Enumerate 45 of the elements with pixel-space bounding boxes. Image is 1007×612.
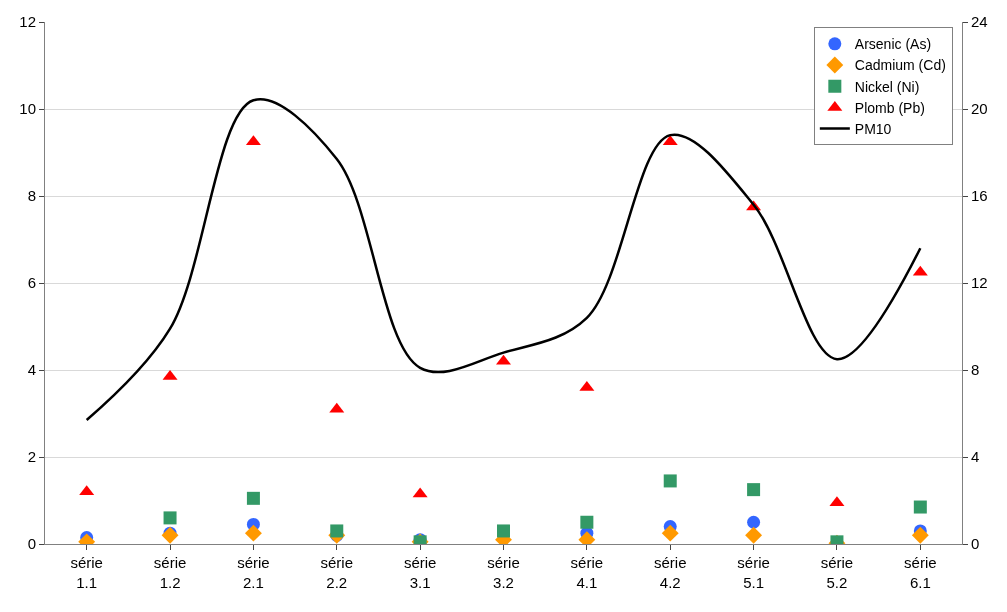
point	[911, 526, 929, 544]
point	[913, 500, 927, 514]
y-tick-label: 4	[27, 361, 36, 379]
line-series	[85, 98, 922, 422]
y2-tick-label: 20	[971, 100, 988, 118]
point	[244, 524, 262, 542]
y-tick-label: 8	[27, 187, 36, 205]
y-tick-label: 12	[19, 13, 36, 31]
x-tick-label: série 3.1	[403, 554, 437, 591]
x-tick-label: série 2.1	[237, 554, 270, 591]
y-tick-label: 2	[27, 448, 36, 466]
x-tick-label: série 3.2	[487, 554, 520, 591]
x-tick-label: série 4.1	[570, 554, 604, 591]
y2-tick-label: 12	[971, 274, 988, 292]
legend-label: Plomb (Pb)	[854, 99, 925, 116]
x-tick-label: série 6.1	[904, 554, 937, 591]
point	[497, 524, 510, 538]
x-tick-label: série 1.2	[153, 554, 187, 591]
legend-label: Nickel (Ni)	[854, 78, 920, 95]
y2-tick-label: 24	[971, 13, 988, 31]
legend-label: Cadmium (Cd)	[854, 57, 946, 74]
point	[745, 526, 763, 544]
point	[663, 474, 677, 488]
x-tick-label: série 1.1	[70, 554, 103, 591]
x-tick-label: série 4.2	[653, 554, 687, 591]
x-tick-label: série 5.2	[820, 554, 854, 591]
x-tick-label: série 2.2	[320, 554, 354, 591]
point	[161, 526, 179, 544]
point	[661, 524, 679, 542]
x-tick-label: série 5.1	[737, 554, 770, 591]
y-tick-label: 6	[27, 274, 36, 292]
y-tick-label: 10	[19, 100, 36, 118]
point	[747, 483, 761, 497]
legend-label: Arsenic (As)	[854, 36, 932, 53]
point	[580, 515, 594, 529]
y2-tick-label: 0	[971, 535, 980, 553]
point	[163, 511, 177, 525]
y-tick-label: 0	[27, 535, 36, 553]
point	[747, 515, 761, 529]
y2-tick-label: 8	[971, 361, 980, 379]
point	[330, 524, 344, 538]
y2-tick-label: 4	[971, 448, 980, 466]
legend-label: PM10	[854, 121, 892, 138]
y2-tick-label: 16	[971, 187, 988, 205]
point	[246, 491, 260, 505]
